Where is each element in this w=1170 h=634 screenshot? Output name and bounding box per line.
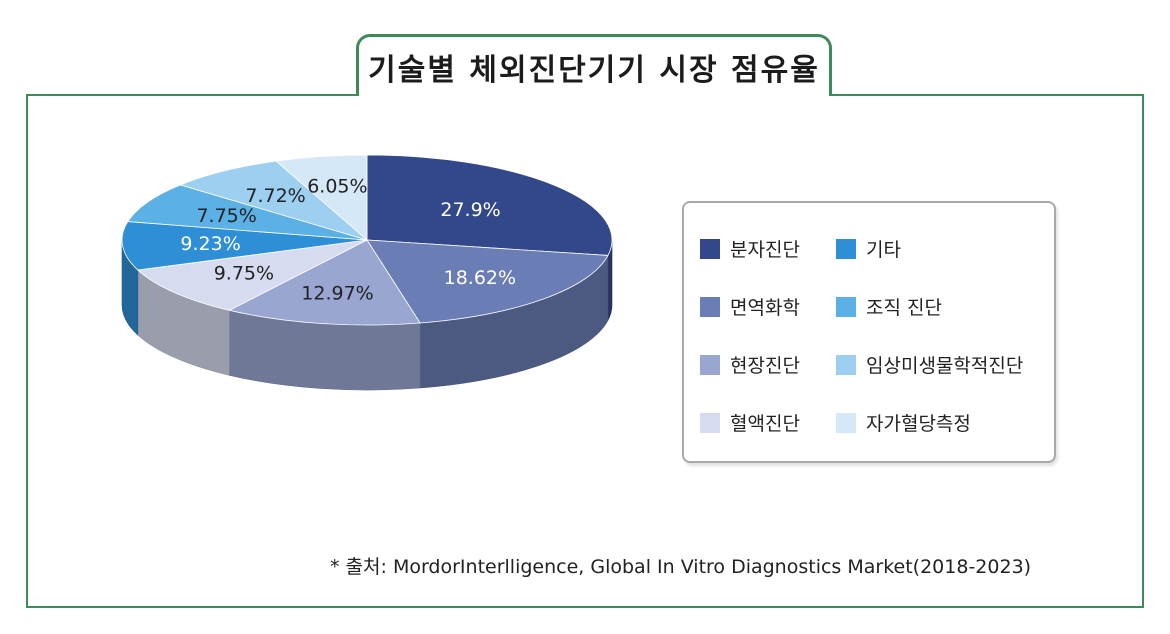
pie-slice-혈액진단: [136, 239, 368, 311]
legend-swatch: [836, 296, 856, 317]
pie-slice-면역화학: [366, 239, 609, 324]
pie-label-조직 진단: 7.75%: [196, 205, 256, 227]
legend-swatch: [836, 354, 856, 375]
pie-slice-자가혈당측정: [275, 154, 368, 241]
pie-sides: [121, 239, 613, 391]
legend-swatch: [700, 354, 720, 375]
legend-label: 기타: [866, 239, 901, 261]
source-note: * 출처: MordorInterlligence, Global In Vit…: [330, 556, 1032, 578]
chart-title-tab: 기술별 체외진단기기 시장 점유율: [356, 34, 832, 96]
legend-label: 조직 진단: [866, 297, 942, 319]
legend-item-분자진단: 분자진단: [700, 235, 800, 262]
legend-swatch: [836, 238, 856, 259]
pie-slice-조직 진단: [127, 184, 368, 241]
pie-label-현장진단: 12.97%: [301, 282, 373, 304]
pie-label-면역화학: 18.62%: [444, 267, 516, 289]
pie-label-자가혈당측정: 6.05%: [307, 176, 367, 198]
legend-swatch: [700, 412, 720, 433]
pie-slice-현장진단: [228, 239, 421, 326]
pie-label-기타: 9.23%: [180, 233, 240, 255]
legend-item-현장진단: 현장진단: [700, 351, 800, 378]
chart-title: 기술별 체외진단기기 시장 점유율: [368, 52, 820, 88]
legend-item-혈액진단: 혈액진단: [700, 409, 800, 436]
legend-swatch: [836, 412, 856, 433]
legend-label: 면역화학: [730, 297, 800, 319]
legend-label: 혈액진단: [730, 413, 800, 435]
legend-swatch: [700, 296, 720, 317]
legend: 분자진단 면역화학 현장진단 혈액진단 기타 조직 진단 임상미생물학적진단 자…: [682, 201, 1056, 463]
legend-label: 현장진단: [730, 355, 800, 377]
legend-item-조직진단: 조직 진단: [836, 293, 942, 320]
pie-label-분자진단: 27.9%: [440, 199, 500, 221]
legend-swatch: [700, 238, 720, 259]
legend-item-면역화학: 면역화학: [700, 293, 800, 320]
legend-item-자가혈당측정: 자가혈당측정: [836, 409, 971, 436]
pie-label-임상미생물학적진단: 7.72%: [245, 185, 305, 207]
legend-label: 자가혈당측정: [866, 413, 971, 435]
legend-label: 임상미생물학적진단: [866, 355, 1024, 377]
pie-slice-분자진단: [366, 154, 613, 256]
pie-slice-임상미생물학적진단: [179, 160, 368, 241]
legend-label: 분자진단: [730, 239, 800, 261]
pie-label-혈액진단: 9.75%: [214, 263, 274, 285]
pie-slice-기타: [121, 221, 368, 271]
legend-item-기타: 기타: [836, 235, 901, 262]
legend-item-임상미생물학적진단: 임상미생물학적진단: [836, 351, 1023, 378]
